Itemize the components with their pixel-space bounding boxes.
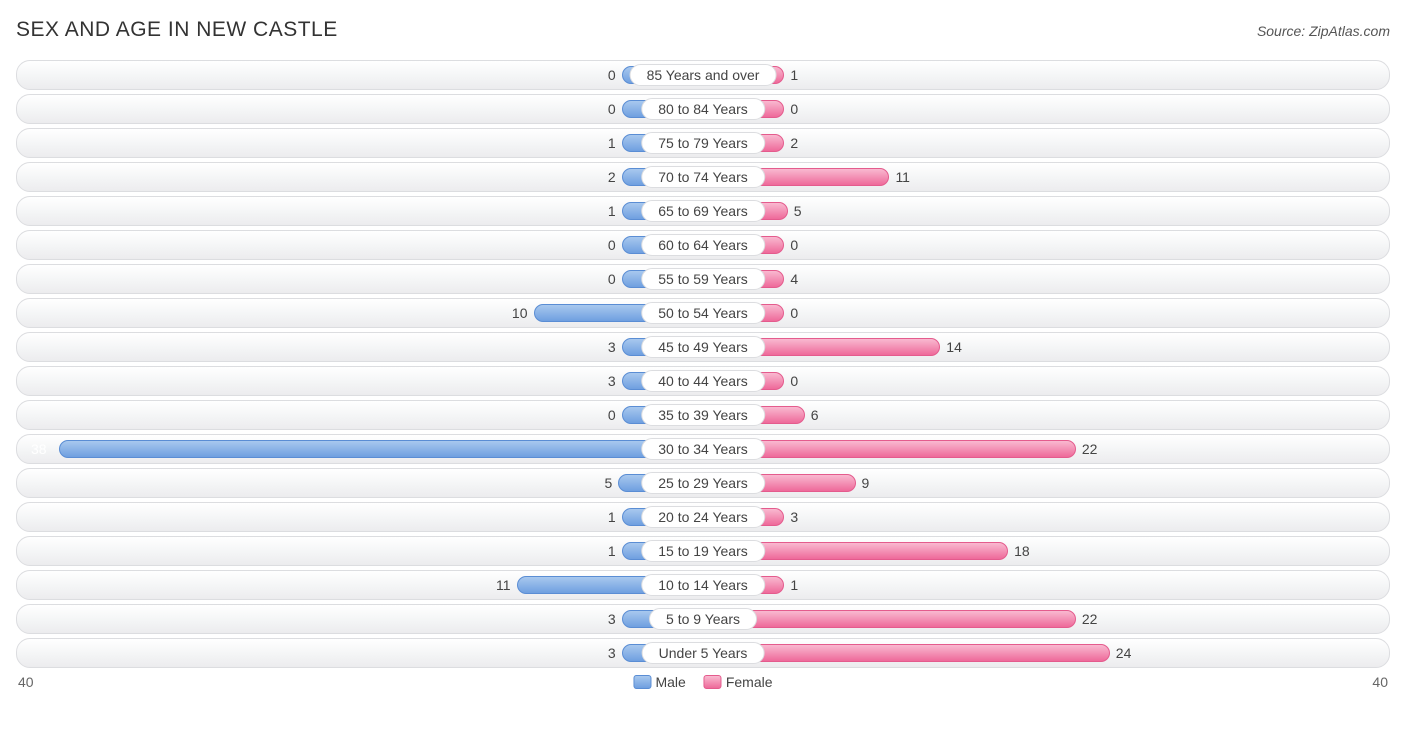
- male-value: 0: [608, 270, 622, 288]
- female-bar: [703, 610, 1076, 628]
- male-value: 2: [608, 168, 622, 186]
- chart-row: 0 0 60 to 64 Years: [16, 230, 1390, 260]
- age-category-label: 55 to 59 Years: [641, 268, 765, 290]
- age-category-label: 35 to 39 Years: [641, 404, 765, 426]
- chart-row: 0 0 80 to 84 Years: [16, 94, 1390, 124]
- chart-row: 3 22 5 to 9 Years: [16, 604, 1390, 634]
- female-value: 1: [784, 576, 798, 594]
- female-value: 24: [1110, 644, 1132, 662]
- male-value: 1: [608, 508, 622, 526]
- male-value: 1: [608, 134, 622, 152]
- legend-item-female: Female: [704, 674, 773, 690]
- chart-row: 0 4 55 to 59 Years: [16, 264, 1390, 294]
- chart-row: 11110 to 14 Years: [16, 570, 1390, 600]
- age-category-label: 45 to 49 Years: [641, 336, 765, 358]
- female-value: 4: [784, 270, 798, 288]
- x-axis-max-left: 40: [18, 674, 34, 690]
- chart-row: 3 24 Under 5 Years: [16, 638, 1390, 668]
- female-value: 18: [1008, 542, 1030, 560]
- male-value: 0: [608, 66, 622, 84]
- chart-source: Source: ZipAtlas.com: [1257, 23, 1390, 39]
- x-axis-max-right: 40: [1372, 674, 1388, 690]
- chart-row: 2 11 70 to 74 Years: [16, 162, 1390, 192]
- age-category-label: 50 to 54 Years: [641, 302, 765, 324]
- female-value: 3: [784, 508, 798, 526]
- female-value: 22: [1076, 440, 1098, 458]
- male-value: 11: [496, 576, 517, 594]
- male-value: 0: [608, 406, 622, 424]
- male-value: 1: [608, 542, 622, 560]
- chart-row: 0 1 85 Years and over: [16, 60, 1390, 90]
- female-value: 0: [784, 236, 798, 254]
- age-category-label: 60 to 64 Years: [641, 234, 765, 256]
- chart-row: 1 2 75 to 79 Years: [16, 128, 1390, 158]
- age-category-label: Under 5 Years: [642, 642, 765, 664]
- legend-label-female: Female: [726, 674, 773, 690]
- male-value: 0: [608, 236, 622, 254]
- male-value: 3: [608, 372, 622, 390]
- female-value: 9: [856, 474, 870, 492]
- chart-row: 10 0 50 to 54 Years: [16, 298, 1390, 328]
- chart-header: SEX AND AGE IN NEW CASTLE Source: ZipAtl…: [16, 18, 1390, 42]
- chart-row: 3 0 40 to 44 Years: [16, 366, 1390, 396]
- age-category-label: 85 Years and over: [630, 64, 777, 86]
- chart-footer: 40 Male Female 40: [16, 672, 1390, 694]
- chart-row: 38 22 30 to 34 Years: [16, 434, 1390, 464]
- male-value: 38: [31, 440, 53, 458]
- chart-row: 1 3 20 to 24 Years: [16, 502, 1390, 532]
- female-value: 5: [788, 202, 802, 220]
- chart-row: 1 5 65 to 69 Years: [16, 196, 1390, 226]
- age-category-label: 75 to 79 Years: [641, 132, 765, 154]
- age-category-label: 65 to 69 Years: [641, 200, 765, 222]
- age-category-label: 30 to 34 Years: [641, 438, 765, 460]
- age-category-label: 20 to 24 Years: [641, 506, 765, 528]
- male-value: 3: [608, 338, 622, 356]
- male-value: 3: [608, 644, 622, 662]
- female-value: 11: [889, 168, 910, 186]
- age-category-label: 40 to 44 Years: [641, 370, 765, 392]
- female-value: 0: [784, 304, 798, 322]
- legend: Male Female: [633, 674, 772, 690]
- legend-swatch-male: [633, 675, 651, 689]
- age-category-label: 10 to 14 Years: [641, 574, 765, 596]
- legend-item-male: Male: [633, 674, 685, 690]
- chart-row: 0 6 35 to 39 Years: [16, 400, 1390, 430]
- male-value: 5: [604, 474, 618, 492]
- male-value: 3: [608, 610, 622, 628]
- legend-label-male: Male: [655, 674, 685, 690]
- legend-swatch-female: [704, 675, 722, 689]
- male-value: 0: [608, 100, 622, 118]
- male-value: 1: [608, 202, 622, 220]
- male-value: 10: [512, 304, 534, 322]
- age-category-label: 15 to 19 Years: [641, 540, 765, 562]
- female-value: 1: [784, 66, 798, 84]
- female-value: 6: [805, 406, 819, 424]
- chart-row: 1 18 15 to 19 Years: [16, 536, 1390, 566]
- chart-title: SEX AND AGE IN NEW CASTLE: [16, 18, 338, 42]
- age-category-label: 25 to 29 Years: [641, 472, 765, 494]
- chart-row: 3 14 45 to 49 Years: [16, 332, 1390, 362]
- age-category-label: 70 to 74 Years: [641, 166, 765, 188]
- female-value: 22: [1076, 610, 1098, 628]
- age-category-label: 5 to 9 Years: [649, 608, 757, 630]
- female-value: 14: [940, 338, 962, 356]
- male-bar: [59, 440, 703, 458]
- female-value: 0: [784, 100, 798, 118]
- chart-row: 5 9 25 to 29 Years: [16, 468, 1390, 498]
- age-category-label: 80 to 84 Years: [641, 98, 765, 120]
- population-pyramid-chart: 0 1 85 Years and over 0 0 80 to 84 Years 1 2 75 …: [16, 60, 1390, 668]
- female-value: 2: [784, 134, 798, 152]
- female-value: 0: [784, 372, 798, 390]
